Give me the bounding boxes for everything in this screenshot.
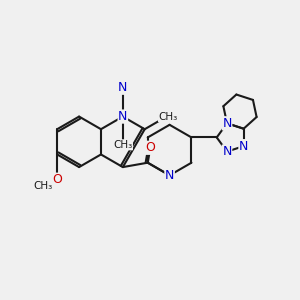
Text: N: N: [165, 169, 174, 182]
Text: CH₃: CH₃: [34, 181, 53, 191]
Text: O: O: [146, 141, 155, 154]
Text: N: N: [118, 81, 128, 94]
Text: N: N: [222, 145, 232, 158]
Text: N: N: [222, 117, 232, 130]
Text: CH₃: CH₃: [158, 112, 178, 122]
Text: N: N: [239, 140, 248, 153]
Text: N: N: [118, 110, 128, 123]
Text: O: O: [52, 173, 62, 186]
Text: CH₃: CH₃: [113, 140, 133, 150]
